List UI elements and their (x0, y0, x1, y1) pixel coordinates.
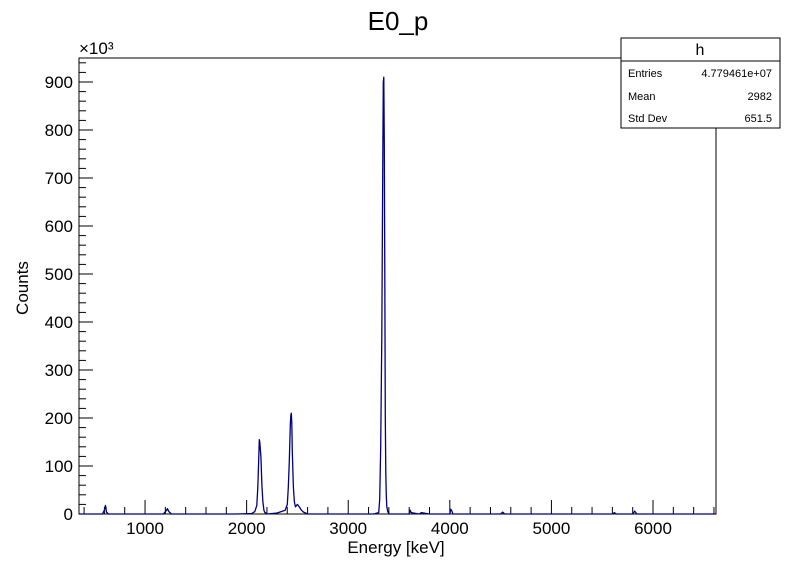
y-tick-label: 400 (45, 313, 73, 332)
stats-mean-label: Mean (628, 91, 656, 103)
stats-box: h Entries 4.779461e+07 Mean 2982 Std Dev… (621, 38, 780, 128)
series-line-0 (79, 77, 716, 514)
stats-mean-value: 2982 (748, 91, 772, 103)
y-axis-title: Counts (13, 261, 32, 315)
x-axis-ticks: 1000 2000 3000 4000 5000 6000 (84, 500, 714, 538)
y-tick-label: 900 (45, 73, 73, 92)
y-tick-label: 700 (45, 169, 73, 188)
y-axis-multiplier: ×10³ (79, 39, 114, 58)
stats-stddev-label: Std Dev (628, 113, 668, 125)
x-tick-label: 2000 (228, 519, 266, 538)
series-layer (79, 77, 716, 514)
y-tick-label: 300 (45, 361, 73, 380)
x-tick-label: 3000 (329, 519, 367, 538)
y-tick-label: 500 (45, 265, 73, 284)
stats-stddev-value: 651.5 (744, 113, 772, 125)
chart-title: E0_p (368, 6, 429, 36)
stats-entries-value: 4.779461e+07 (701, 68, 772, 80)
y-tick-label: 200 (45, 409, 73, 428)
stats-box-header: h (696, 42, 705, 59)
x-tick-label: 5000 (533, 519, 571, 538)
x-tick-label: 1000 (126, 519, 164, 538)
y-tick-label: 600 (45, 217, 73, 236)
stats-entries-label: Entries (628, 68, 663, 80)
y-tick-label: 800 (45, 121, 73, 140)
x-axis-title: Energy [keV] (347, 538, 444, 557)
y-tick-label: 0 (64, 505, 73, 524)
plot-frame (79, 58, 716, 514)
y-axis-ticks: 0 100 200 300 400 500 600 700 800 900 (45, 63, 93, 524)
x-tick-label: 6000 (634, 519, 672, 538)
x-tick-label: 4000 (431, 519, 469, 538)
y-tick-label: 100 (45, 457, 73, 476)
